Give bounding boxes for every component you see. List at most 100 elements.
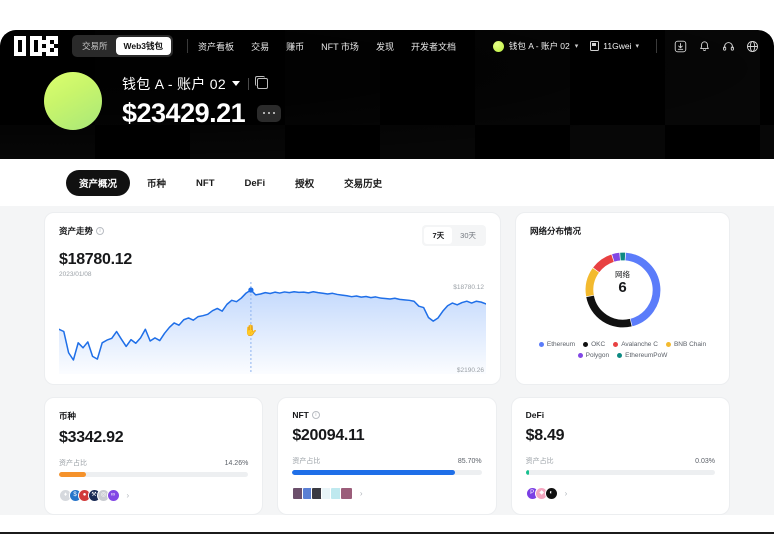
tokens-card-title-wrap: 币种	[59, 410, 248, 422]
nav-divider-2	[656, 39, 657, 53]
content-row-2: 币种 $3342.92 资产占比 14.26% ♦ $ ● ⚒ ◎ ∞ › NFT i $20094.11…	[44, 397, 730, 515]
tab-history[interactable]: 交易历史	[344, 179, 383, 190]
account-avatar[interactable]	[44, 72, 102, 130]
asset-trend-card: 资产走势 i 7天 30天 $18780.12 2023/01/08	[44, 212, 501, 385]
okx-logo[interactable]	[14, 36, 58, 56]
nav-link-nft-market[interactable]: NFT 市场	[321, 41, 359, 52]
network-donut-chart[interactable]	[580, 247, 666, 333]
legend-label: Avalanche C	[621, 341, 658, 348]
balance-row: $23429.21	[122, 98, 282, 129]
account-chip[interactable]: 钱包 A - 账户 02 ▾	[492, 40, 578, 52]
ratio-progress-track	[525, 470, 715, 475]
tab-nft[interactable]: NFT	[196, 177, 215, 189]
legend-item-ethereum[interactable]: Ethereum	[538, 341, 575, 348]
account-info: 钱包 A - 账户 02 $23429.21	[122, 74, 282, 129]
legend-item-bnb-chain[interactable]: BNB Chain	[665, 341, 707, 348]
donut-segment-okc[interactable]	[585, 295, 632, 328]
chevron-down-icon[interactable]	[231, 81, 240, 86]
ratio-percent: 14.26%	[224, 459, 249, 467]
nav-link-trade[interactable]: 交易	[251, 41, 270, 52]
asset-trend-plot[interactable]: $18780.12 $2190.26 ✋	[59, 282, 486, 374]
account-avatar-dot-icon	[492, 40, 504, 52]
bell-icon[interactable]	[694, 36, 714, 56]
tab-tokens[interactable]: 币种	[147, 179, 167, 190]
defi-card-title: DeFi	[525, 410, 545, 420]
app-window: 交易所 Web3钱包 资产看板 交易 赚币 NFT 市场 发现 开发者文档 钱包…	[0, 30, 774, 532]
ratio-progress-fill	[292, 470, 455, 475]
range-30d[interactable]: 30天	[460, 231, 476, 240]
defi-card-value: $8.49	[525, 427, 565, 444]
tab-overview[interactable]: 资产概况	[66, 170, 131, 196]
download-icon[interactable]	[670, 36, 690, 56]
legend-label: OKC	[591, 341, 606, 348]
ratio-percent: 85.70%	[457, 457, 482, 465]
legend-dot-icon	[583, 342, 589, 347]
divider	[247, 77, 249, 90]
legend-dot-icon	[613, 342, 619, 347]
tokens-ratio-row: 资产占比 14.26%	[59, 458, 248, 468]
legend-label: Polygon	[585, 352, 610, 359]
info-icon[interactable]: i	[311, 411, 320, 419]
network-distribution-card: 网络分布情况 网络 6 Ethereum OKC Avalanche C BNB Ch…	[515, 212, 730, 385]
chevron-right-icon[interactable]: ›	[564, 488, 568, 498]
tab-defi[interactable]: DeFi	[244, 177, 266, 189]
donut-segment-ethereum[interactable]	[624, 252, 660, 327]
legend-item-ethereumpow[interactable]: EthereumPoW	[617, 352, 667, 359]
network-distribution-title: 网络分布情况	[530, 226, 582, 236]
tokens-icons-row[interactable]: ♦ $ ● ⚒ ◎ ∞ ›	[59, 488, 248, 502]
defi-icons-row[interactable]: P ◆ ◐ ›	[525, 486, 715, 500]
nav-link-assets[interactable]: 资产看板	[198, 41, 235, 52]
headset-icon[interactable]	[718, 36, 738, 56]
copy-address-icon[interactable]	[254, 76, 268, 89]
account-name: 钱包 A - 账户 02	[122, 75, 226, 92]
icon-stack: ♦ $ ● ⚒ ◎ ∞	[59, 488, 120, 502]
nav-link-dev-docs[interactable]: 开发者文档	[410, 41, 456, 52]
navbar-right: 钱包 A - 账户 02 ▾ 11Gwei ▾	[492, 36, 762, 56]
main-content: 资产走势 i 7天 30天 $18780.12 2023/01/08	[0, 206, 774, 515]
tab-approvals[interactable]: 授权	[295, 179, 315, 190]
chevron-right-icon[interactable]: ›	[359, 488, 363, 498]
asset-trend-svg	[59, 282, 486, 374]
legend-item-okc[interactable]: OKC	[583, 341, 605, 348]
donut-segment-avalanche-c[interactable]	[592, 254, 614, 273]
gas-chip[interactable]: 11Gwei ▾	[590, 41, 639, 51]
ratio-percent: 0.03%	[695, 457, 715, 465]
nft-icons-row[interactable]: ›	[292, 486, 481, 500]
legend-label: BNB Chain	[673, 341, 707, 348]
nft-thumb-6	[339, 486, 353, 500]
legend-label: EthereumPoW	[625, 352, 668, 359]
account-chip-label: 钱包 A - 账户 02	[508, 41, 570, 51]
icon-stack	[292, 486, 353, 500]
switcher-web3-wallet[interactable]: Web3钱包	[115, 37, 172, 55]
nav-link-earn[interactable]: 赚币	[286, 41, 305, 52]
network-donut-wrap: 网络 6	[530, 247, 715, 333]
asset-trend-title-wrap: 资产走势 i	[59, 225, 105, 237]
ratio-progress-fill	[59, 472, 86, 477]
protocol-icon-3: ◐	[544, 486, 558, 500]
nav-link-discover[interactable]: 发现	[375, 41, 394, 52]
hero-section: 交易所 Web3钱包 资产看板 交易 赚币 NFT 市场 发现 开发者文档 钱包…	[0, 30, 774, 159]
more-actions-button[interactable]	[257, 104, 282, 122]
asset-trend-value: $18780.12	[59, 251, 132, 268]
ratio-progress-fill	[525, 470, 530, 475]
nft-ratio-row: 资产占比 85.70%	[292, 456, 481, 466]
globe-icon[interactable]	[742, 36, 762, 56]
info-icon[interactable]: i	[96, 227, 105, 235]
chevron-down-icon: ▾	[635, 43, 639, 50]
nft-summary-card: NFT i $20094.11 资产占比 85.70% ›	[277, 397, 497, 515]
legend-item-avalanche-c[interactable]: Avalanche C	[613, 341, 658, 348]
ratio-label: 资产占比	[525, 458, 554, 465]
mouse-cursor-icon: ✋	[244, 325, 258, 337]
tokens-summary-card: 币种 $3342.92 资产占比 14.26% ♦ $ ● ⚒ ◎ ∞ ›	[44, 397, 264, 515]
gas-chip-label: 11Gwei	[603, 41, 632, 51]
donut-segment-polygon[interactable]	[611, 252, 620, 262]
chevron-right-icon[interactable]: ›	[126, 490, 130, 500]
matic-token-icon: ∞	[106, 488, 120, 502]
legend-item-polygon[interactable]: Polygon	[577, 352, 610, 359]
nft-card-value: $20094.11	[292, 427, 365, 444]
range-7d[interactable]: 7天	[424, 227, 453, 244]
donut-segment-bnb-chain[interactable]	[585, 268, 599, 297]
switcher-exchange[interactable]: 交易所	[82, 41, 108, 51]
nav-links: 资产看板 交易 赚币 NFT 市场 发现 开发者文档	[198, 40, 456, 53]
asset-trend-title: 资产走势	[59, 226, 94, 236]
